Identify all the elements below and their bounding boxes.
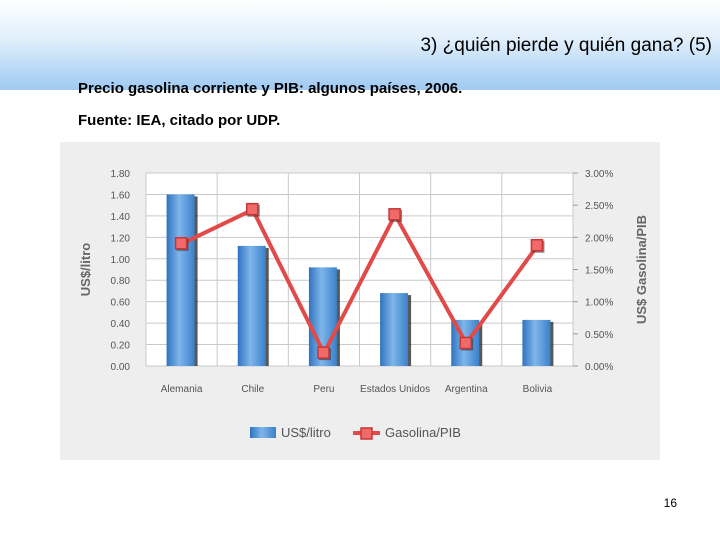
y-left-tick-label: 1.80 (111, 169, 131, 180)
y-right-tick-label: 3.00% (585, 169, 613, 180)
bar (237, 245, 266, 366)
x-category-label: Alemania (161, 384, 203, 395)
y-left-tick-label: 1.20 (111, 233, 131, 244)
line-marker (459, 336, 472, 350)
y-right-tick-label: 1.00% (585, 298, 613, 309)
x-category-label: Argentina (445, 384, 488, 395)
y-right-tick-label: 0.50% (585, 330, 613, 341)
line-marker (246, 202, 259, 216)
legend-bar-swatch (250, 427, 276, 438)
slide-title: 3) ¿quién pierde y quién gana? (5) (420, 35, 712, 56)
chart-svg: 0.00 0.20 0.40 0.60 0.80 1.00 1.20 1.40 1.60 1.80… (78, 169, 649, 440)
y-left-axis-label: US$/litro (78, 243, 93, 297)
line-marker (174, 237, 188, 250)
x-category-label: Chile (241, 384, 264, 395)
y-right-tick-label: 1.50% (585, 266, 613, 277)
y-left-tick-label: 0.60 (111, 298, 131, 309)
y-left-tick-label: 0.00 (111, 362, 131, 373)
x-category-label: Bolivia (523, 384, 553, 395)
y-left-tick-label: 0.80 (111, 276, 131, 287)
y-right-tick-label: 2.50% (585, 201, 613, 212)
line-series (180, 207, 540, 356)
y-left-tick-label: 1.40 (111, 212, 131, 223)
legend-line-marker (360, 427, 373, 440)
legend-bar-label: US$/litro (281, 425, 331, 440)
y-left-tick-label: 0.20 (111, 341, 131, 352)
line-marker (317, 346, 330, 359)
chart-subtitle: Precio gasolina corriente y PIB: algunos… (78, 80, 463, 97)
bar (380, 293, 409, 366)
bar (522, 319, 551, 366)
y-left-tick-label: 1.00 (111, 255, 131, 266)
y-right-axis-label: US$ Gasolina/PIB (634, 215, 649, 324)
y-left-tick-label: 1.60 (111, 190, 131, 201)
y-right-tick-label: 0.00% (585, 362, 613, 373)
line-marker (388, 208, 401, 221)
x-category-label: Estados Unidos (360, 384, 430, 395)
bar (166, 194, 195, 366)
line-marker (530, 238, 544, 252)
y-left-tick-label: 0.40 (111, 319, 131, 330)
x-category-label: Peru (313, 384, 334, 395)
title-band (0, 0, 720, 90)
y-right-tick-label: 2.00% (585, 233, 613, 244)
chart-source: Fuente: IEA, citado por UDP. (78, 112, 281, 129)
legend-line-label: Gasolina/PIB (385, 425, 461, 440)
chart-panel: 0.00 0.20 0.40 0.60 0.80 1.00 1.20 1.40 1.60 1.80… (60, 142, 660, 460)
page-number: 16 (663, 496, 677, 510)
